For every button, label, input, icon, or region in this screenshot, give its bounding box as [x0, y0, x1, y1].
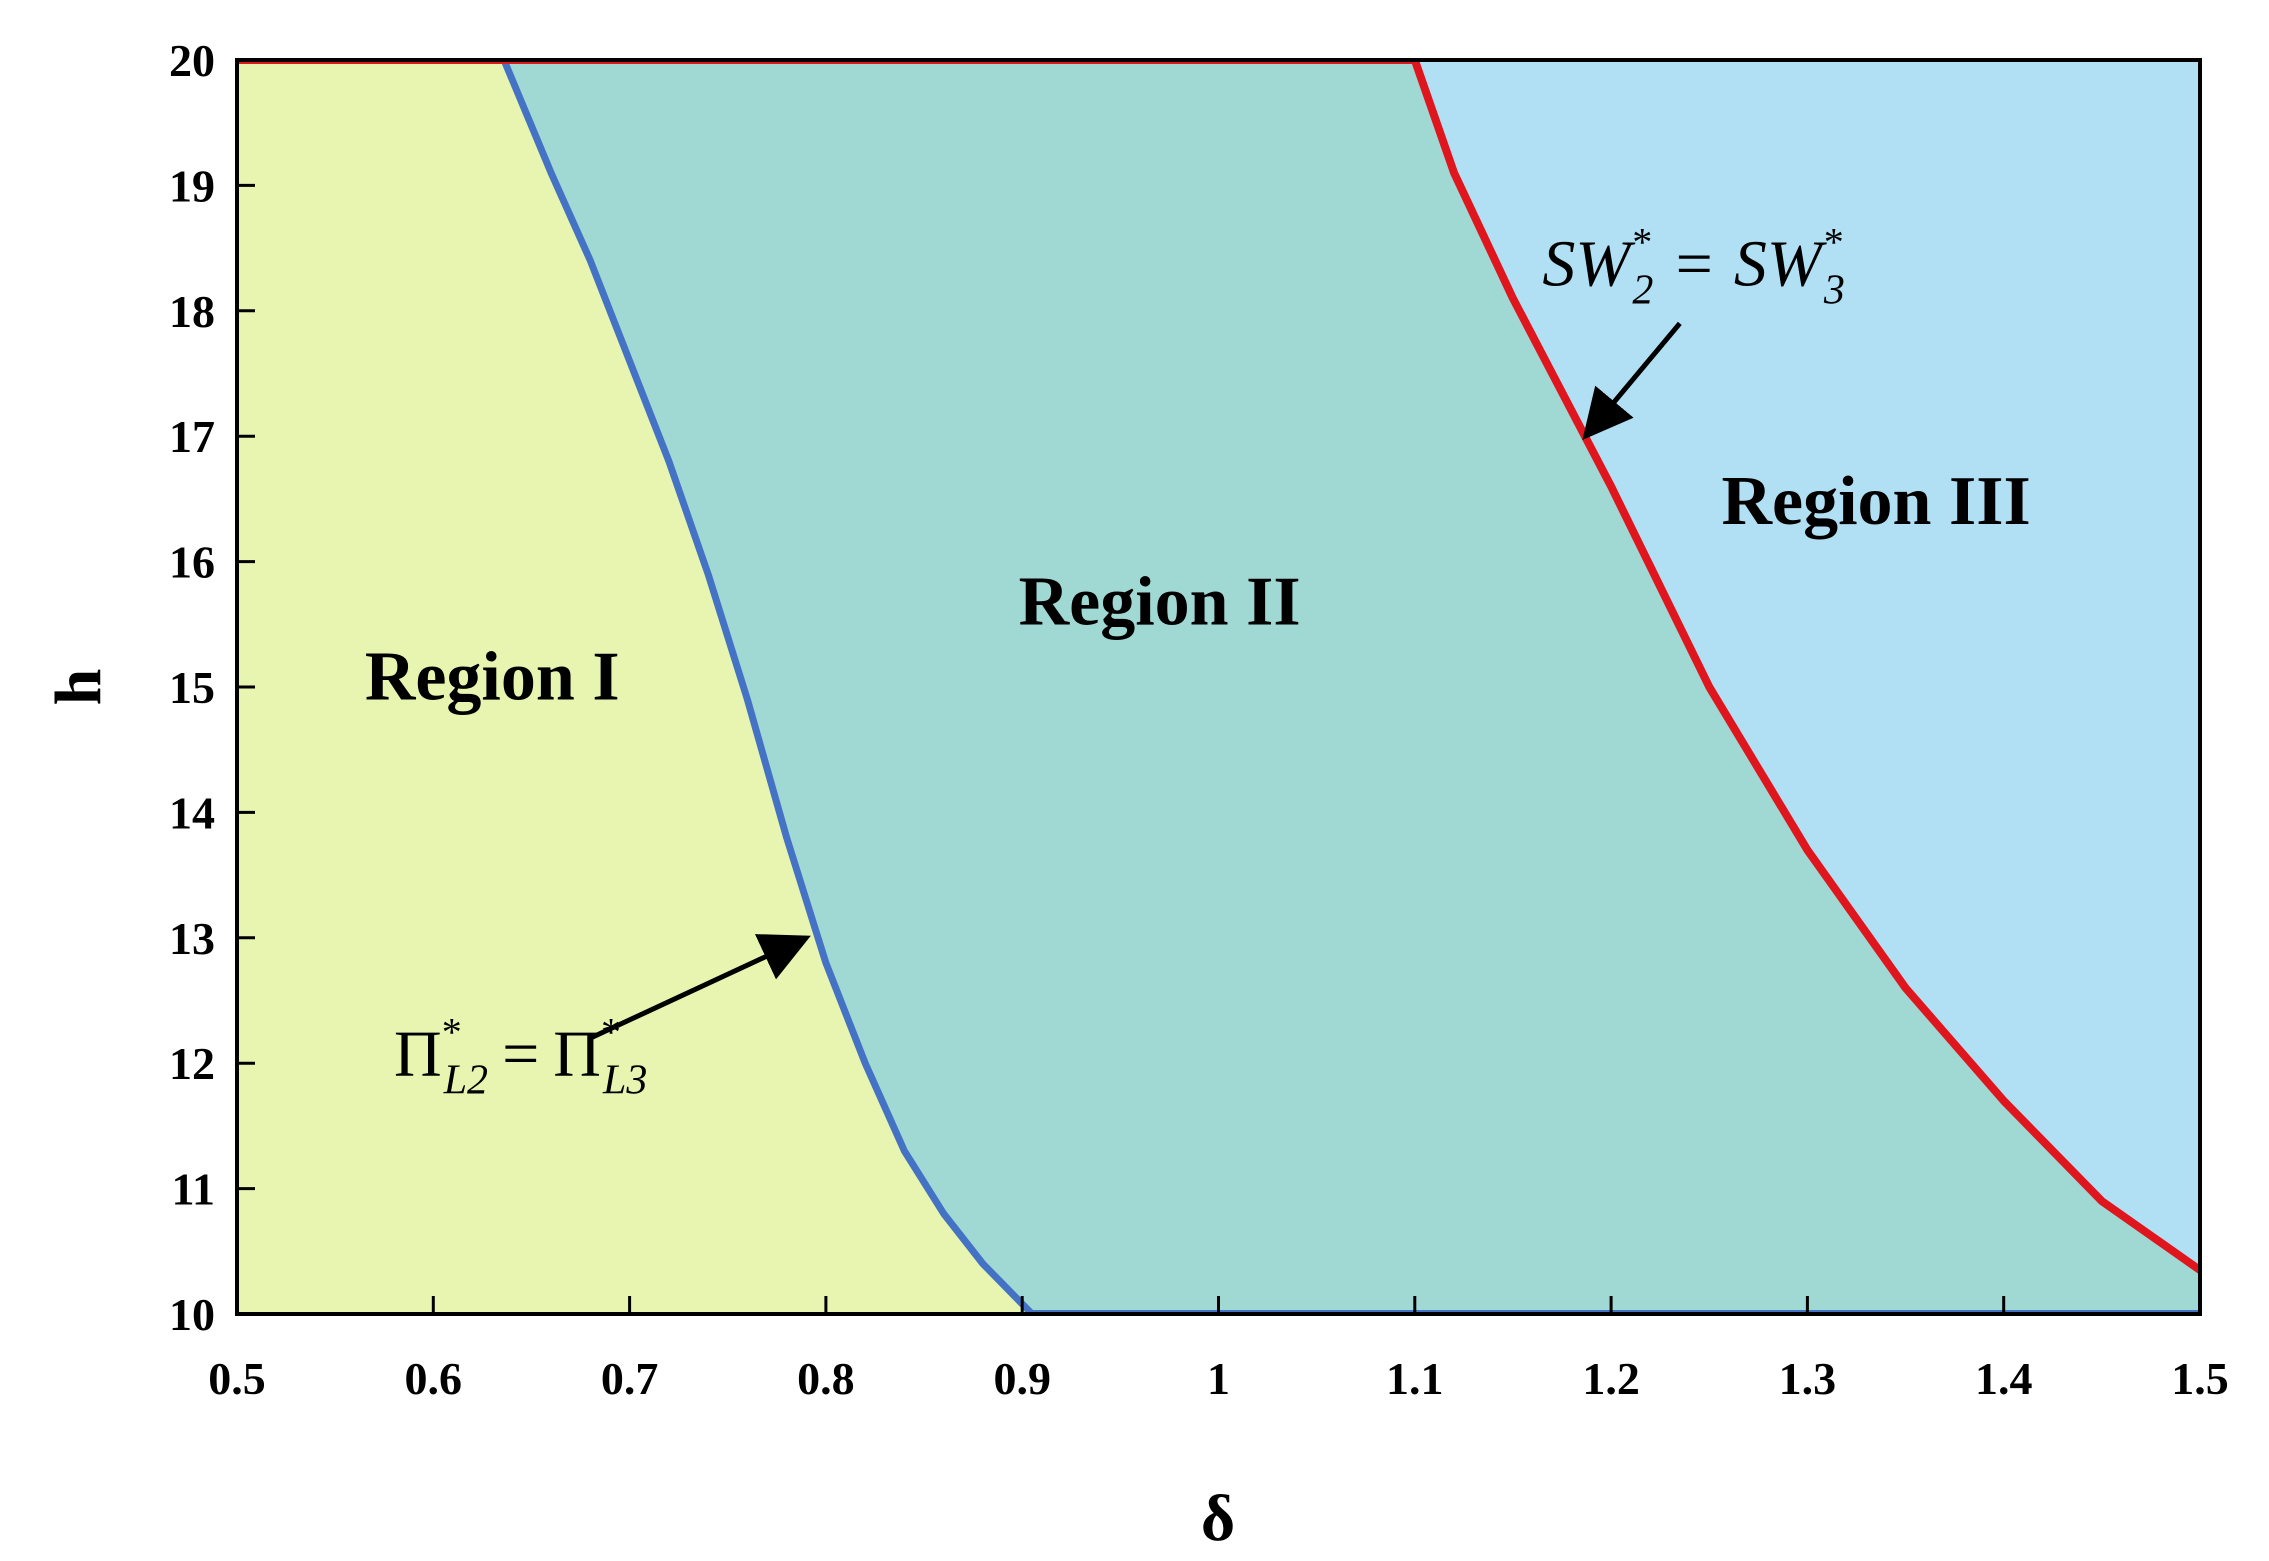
regions-layer [237, 60, 2200, 1314]
x-tick-label: 1.2 [1582, 1353, 1640, 1404]
x-tick-label: 1.4 [1975, 1353, 2033, 1404]
y-tick-label: 17 [169, 411, 215, 462]
y-tick-label: 12 [169, 1038, 215, 1089]
y-tick-label: 20 [169, 35, 215, 86]
y-tick-label: 16 [169, 537, 215, 588]
annotation-sw-equality: SW* 2 = SW* 3 [1542, 220, 1845, 441]
x-axis-title: δ [1201, 1482, 1235, 1555]
y-tick-label: 13 [169, 913, 215, 964]
y-tick-label: 10 [169, 1289, 215, 1340]
x-tick-label: 0.6 [405, 1353, 463, 1404]
x-tick-label: 1.1 [1386, 1353, 1444, 1404]
y-tick-label: 14 [169, 787, 215, 838]
x-axis-ticks: 0.5 0.6 0.7 0.8 0.9 1 1.1 1.2 1.3 1.4 1.5 [208, 1296, 2229, 1404]
y-axis-ticks: 10 11 12 13 14 15 16 17 18 19 20 [169, 35, 255, 1340]
curves-layer [237, 60, 2200, 1314]
region-3-area [1414, 60, 2200, 1271]
y-tick-label: 11 [172, 1164, 215, 1215]
region-label: Region I [365, 639, 620, 716]
region-label: Region III [1721, 463, 2030, 540]
x-tick-label: 0.5 [208, 1353, 266, 1404]
pi-annotation-text: Π* L2 = Π* L3 [394, 1010, 647, 1104]
sw-annotation-arrow [1582, 321, 1682, 441]
y-tick-label: 15 [169, 662, 215, 713]
y-tick-label: 18 [169, 286, 215, 337]
region-1-area [237, 60, 1032, 1314]
annotation-pi-equality: Π* L2 = Π* L3 [394, 934, 811, 1104]
red-boundary-curve [1411, 60, 2200, 1274]
region-label: Region II [1019, 563, 1301, 640]
x-tick-label: 1.3 [1779, 1353, 1837, 1404]
x-tick-label: 0.9 [993, 1353, 1051, 1404]
x-tick-label: 1.5 [2171, 1353, 2229, 1404]
x-tick-label: 0.8 [797, 1353, 855, 1404]
blue-boundary-curve [500, 60, 1035, 1314]
y-axis-title: h [42, 669, 115, 706]
sw-annotation-text: SW* 2 = SW* 3 [1542, 220, 1845, 314]
x-tick-label: 0.7 [601, 1353, 659, 1404]
region-labels: Region I Region II Region III [365, 463, 2031, 716]
pi-annotation-arrow [589, 934, 811, 1041]
x-tick-label: 1 [1207, 1353, 1230, 1404]
region-2-area-lower [504, 60, 2200, 1314]
y-tick-label: 19 [169, 160, 215, 211]
